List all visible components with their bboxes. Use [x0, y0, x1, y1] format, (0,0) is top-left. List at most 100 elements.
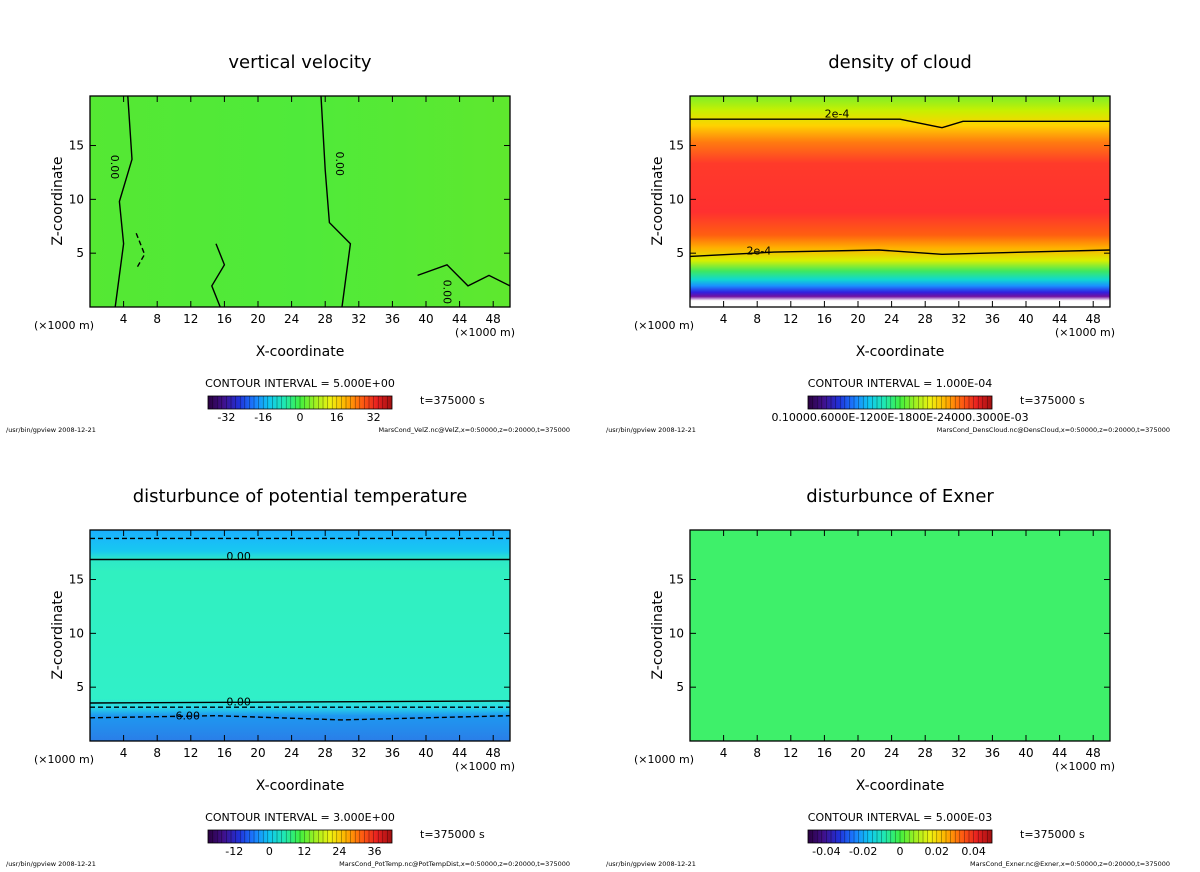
contour-line [135, 232, 146, 270]
x-unit-left: (×1000 m) [34, 753, 94, 766]
x-tick-label: 24 [284, 312, 299, 326]
x-tick-label: 44 [1052, 746, 1067, 760]
footer-left: /usr/bin/gpview 2008-12-21 [6, 860, 96, 868]
colorbar-tick-label: -0.02 [849, 845, 877, 858]
x-tick-label: 36 [985, 746, 1000, 760]
x-tick-label: 44 [1052, 312, 1067, 326]
x-unit-right: (×1000 m) [455, 326, 515, 339]
x-tick-label: 48 [1086, 312, 1101, 326]
chart-title: density of cloud [828, 52, 972, 73]
x-tick-label: 20 [250, 312, 265, 326]
x-unit-right: (×1000 m) [1055, 326, 1115, 339]
contour-line [417, 263, 511, 287]
contour-line [114, 95, 133, 308]
y-axis-title: Z-coordinate [50, 590, 66, 679]
x-tick-label: 32 [351, 312, 366, 326]
x-unit-right: (×1000 m) [1055, 760, 1115, 773]
panel-svg: disturbunce of potential temperature 0.00… [6, 486, 570, 868]
contour-label: 0.00 [226, 695, 251, 708]
contour-line [89, 714, 511, 721]
x-tick-label: 12 [183, 312, 198, 326]
time-label: t=375000 s [420, 394, 485, 407]
colorbar-tick-label: 0 [266, 845, 273, 858]
x-axis-title: X-coordinate [256, 344, 345, 360]
chart-title: vertical velocity [228, 52, 372, 73]
x-tick-label: 24 [284, 746, 299, 760]
y-tick-label: 15 [69, 139, 84, 153]
colorbar-tick-label: -16 [254, 411, 272, 424]
footer-right: MarsCond_Exner.nc@Exner,x=0:50000,z=0:20… [970, 860, 1170, 868]
x-tick-label: 40 [418, 746, 433, 760]
x-tick-label: 4 [720, 746, 728, 760]
colorbar-tick-label: 24 [332, 845, 346, 858]
x-tick-label: 48 [486, 312, 501, 326]
contour-label: 0.00 [226, 550, 251, 563]
x-tick-label: 32 [351, 746, 366, 760]
y-axis-title: Z-coordinate [650, 156, 666, 245]
contour-line [320, 95, 352, 308]
plot-frame [689, 95, 1111, 308]
x-axis-title: X-coordinate [856, 344, 945, 360]
x-tick-label: 36 [985, 312, 1000, 326]
colorbar-tick-label: 0.04 [961, 845, 986, 858]
contour-label: 0.00 [108, 155, 121, 180]
colorbar-tick-label: 12 [297, 845, 311, 858]
x-unit-right: (×1000 m) [455, 760, 515, 773]
x-tick-label: 8 [153, 746, 161, 760]
contour-label: 2e-4 [825, 108, 850, 121]
y-axis-title: Z-coordinate [50, 156, 66, 245]
colorbar-tick-label: 0.02 [925, 845, 950, 858]
x-tick-label: 8 [153, 312, 161, 326]
footer-left: /usr/bin/gpview 2008-12-21 [606, 426, 696, 434]
x-tick-label: 8 [753, 746, 761, 760]
x-tick-label: 48 [1086, 746, 1101, 760]
x-tick-label: 44 [452, 746, 467, 760]
field-fill [690, 96, 1110, 307]
x-tick-label: 40 [1018, 746, 1033, 760]
y-tick-label: 5 [76, 246, 84, 260]
x-tick-label: 4 [720, 312, 728, 326]
x-tick-label: 36 [385, 312, 400, 326]
x-tick-label: 32 [951, 746, 966, 760]
panel-exner: disturbunce of Exner 4 8 12 16 20 24 28 32 36 40 44… [600, 434, 1200, 868]
contour-label: -6.00 [172, 709, 200, 722]
y-tick-label: 5 [76, 680, 84, 694]
colorbar-tick-label: 32 [367, 411, 381, 424]
contour-label: 0.00 [441, 280, 454, 305]
x-unit-left: (×1000 m) [634, 319, 694, 332]
chart-title: disturbunce of potential temperature [133, 486, 468, 507]
y-tick-label: 10 [69, 626, 84, 640]
x-tick-label: 8 [753, 312, 761, 326]
x-tick-label: 24 [884, 746, 899, 760]
plot-frame [89, 95, 511, 308]
x-tick-label: 40 [418, 312, 433, 326]
time-label: t=375000 s [1020, 394, 1085, 407]
y-axis-title: Z-coordinate [650, 590, 666, 679]
plot-frame [89, 529, 511, 742]
field-fill [90, 96, 510, 307]
x-tick-label: 12 [783, 746, 798, 760]
contour-label: 2e-4 [747, 244, 772, 257]
contour-line [690, 118, 1110, 129]
x-unit-left: (×1000 m) [34, 319, 94, 332]
x-axis-title: X-coordinate [856, 778, 945, 794]
colorbar-tick-label: -32 [217, 411, 235, 424]
contour-line [89, 700, 511, 704]
contour-interval: CONTOUR INTERVAL = 3.000E+00 [205, 811, 395, 824]
x-tick-label: 40 [1018, 312, 1033, 326]
y-tick-label: 10 [669, 192, 684, 206]
field-fill [90, 530, 510, 741]
colorbar-tick-label: 0 [297, 411, 304, 424]
x-tick-label: 16 [817, 312, 832, 326]
x-tick-label: 28 [918, 312, 933, 326]
plot-frame [689, 529, 1111, 742]
colorbar-tick-label: -12 [225, 845, 243, 858]
panel-density-of-cloud: density of cloud 2e-4 2e-4 4 8 12 16 20 24 28 32 36… [600, 0, 1200, 434]
y-tick-label: 15 [69, 573, 84, 587]
footer-left: /usr/bin/gpview 2008-12-21 [6, 426, 96, 434]
y-tick-label: 15 [669, 139, 684, 153]
contour-interval: CONTOUR INTERVAL = 5.000E-03 [808, 811, 992, 824]
